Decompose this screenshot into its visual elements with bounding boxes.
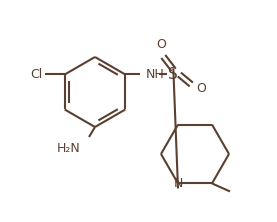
Text: O: O (196, 82, 206, 95)
Text: H₂N: H₂N (57, 143, 81, 155)
Text: NH: NH (145, 68, 164, 81)
Text: Cl: Cl (30, 68, 43, 81)
Text: S: S (168, 67, 178, 82)
Text: N: N (173, 177, 183, 190)
Text: O: O (157, 38, 166, 52)
